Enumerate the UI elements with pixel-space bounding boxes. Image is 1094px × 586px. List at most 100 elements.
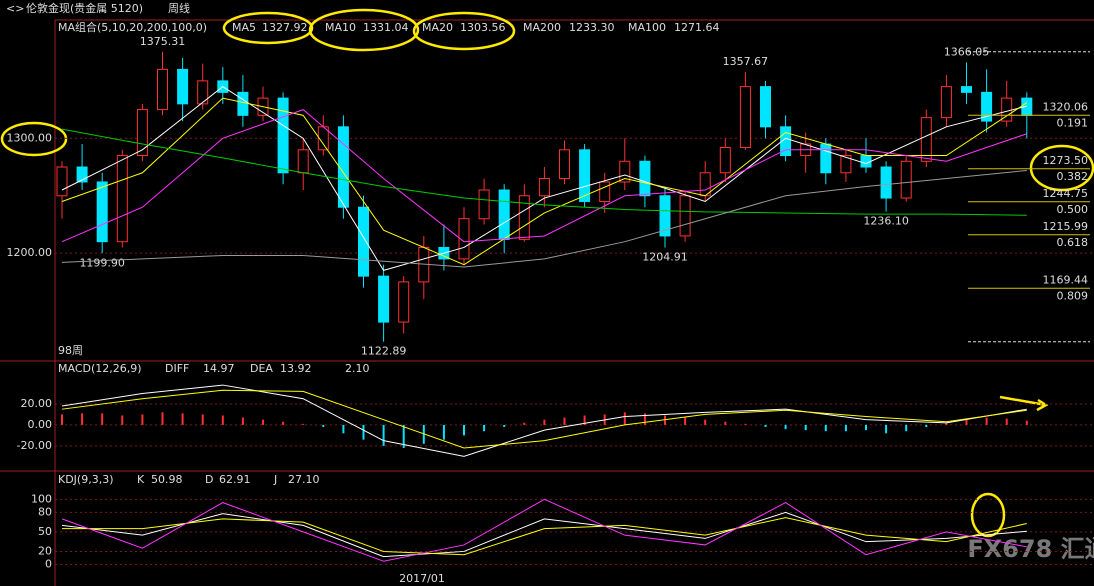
indicator-line (61, 498, 1027, 562)
candle-body (619, 160, 631, 183)
legend-name: MA5 (232, 21, 256, 34)
extreme-label: 1236.10 (863, 215, 909, 228)
legend-name: DIFF (165, 362, 189, 375)
candle-body (96, 181, 108, 243)
indicator-title: MA组合(5,10,20,200,100,0) (58, 20, 207, 34)
candle-body (337, 126, 349, 208)
fib-value: 1169.44 (1043, 273, 1089, 286)
fib-value: 1320.06 (1043, 100, 1089, 113)
y-tick-label: 50 (38, 525, 52, 538)
candle-body (157, 68, 168, 111)
back-icon[interactable]: <> (6, 2, 24, 15)
candle-body (719, 147, 731, 174)
fib-ratio: 0.809 (1057, 289, 1089, 302)
highlight-ellipse (412, 11, 516, 51)
extreme-label: 1122.89 (361, 345, 407, 358)
highlight-ellipse (308, 8, 420, 52)
candle-body (780, 126, 792, 157)
indicator-title: KDJ(9,3,3) (58, 473, 114, 486)
indicator-line (61, 389, 1027, 449)
candle-body (880, 166, 892, 199)
legend-name: MA200 (523, 21, 561, 34)
legend-value: 1331.04 (363, 21, 409, 34)
highlight-ellipse (970, 492, 1006, 538)
legend-value: 1233.30 (569, 21, 615, 34)
bar-count: 98周 (58, 344, 83, 357)
candle-body (478, 189, 490, 220)
candle-body (297, 149, 309, 174)
candle-body (599, 181, 611, 202)
indicator-line (61, 86, 1027, 271)
highlight-ellipse (1029, 144, 1094, 192)
candle-body (760, 86, 771, 128)
candle-body (920, 117, 932, 162)
candle-body (498, 189, 510, 240)
extreme-label: 1204.91 (642, 251, 688, 264)
y-tick-label: 1200.00 (7, 246, 53, 259)
candle-body (981, 91, 993, 122)
candle-body (860, 155, 872, 168)
fib-value: 1215.99 (1043, 220, 1089, 233)
extreme-label: 1357.67 (723, 55, 769, 68)
legend-value: 50.98 (151, 473, 183, 486)
fib-ratio: 0.382 (1057, 170, 1089, 183)
indicator-line (61, 97, 1028, 266)
legend-name: MA20 (422, 21, 453, 34)
indicator-line (61, 109, 1027, 243)
candle-body (116, 155, 128, 243)
indicator-line (62, 517, 1027, 556)
legend-name: K (137, 473, 145, 486)
legend-name: D (205, 473, 213, 486)
candle-body (197, 80, 209, 105)
indicator-line (61, 169, 1027, 268)
fib-ratio: 0.618 (1057, 236, 1089, 249)
legend-value: 27.10 (288, 473, 320, 486)
candle-body (458, 218, 470, 260)
instrument-title: 伦敦金现(贵金属 5120) (26, 1, 143, 15)
candle-body (679, 195, 691, 237)
candle-body (378, 275, 390, 323)
candle-body (518, 195, 530, 240)
candle-body (940, 86, 952, 119)
legend-name: DEA (250, 362, 273, 375)
highlight-ellipse (222, 11, 314, 45)
trend-arrow (999, 395, 1049, 412)
y-tick-label: 20 (38, 544, 52, 557)
histogram-value: 2.10 (345, 362, 370, 375)
candle-body (961, 86, 972, 93)
extreme-label: 1199.90 (79, 256, 125, 269)
candle-body (699, 172, 711, 197)
indicator-title: MACD(12,26,9) (58, 362, 142, 375)
candle-body (579, 149, 591, 202)
annotations (0, 8, 1094, 538)
legend-value: 13.92 (280, 362, 312, 375)
legend-value: 1303.56 (460, 21, 506, 34)
indicator-line (61, 384, 1027, 457)
candle-body (358, 206, 369, 277)
candle-body (177, 68, 189, 105)
highlight-ellipse (0, 121, 68, 157)
candle-body (277, 97, 289, 174)
fib-value: 1273.50 (1043, 154, 1089, 167)
y-tick-label: 20.00 (21, 397, 53, 410)
y-tick-label: 100 (31, 492, 52, 505)
y-tick-label: 1300.00 (7, 131, 53, 144)
legend-value: 14.97 (203, 362, 235, 375)
candle-body (538, 178, 550, 197)
legend-name: J (273, 473, 277, 486)
period-label[interactable]: 周线 (168, 1, 190, 15)
date-label: 2017/01 (399, 572, 445, 585)
legend-value: 62.91 (219, 473, 251, 486)
candle-body (398, 281, 410, 323)
candle-body (840, 155, 852, 174)
indicator-line (61, 128, 1027, 216)
candle-body (76, 166, 88, 183)
candle-body (820, 143, 832, 174)
y-tick-label: 0 (45, 557, 52, 570)
y-tick-label: 0.00 (28, 418, 53, 431)
candle-body (659, 195, 671, 237)
legend-value: 1271.64 (674, 21, 720, 34)
legend-name: MA100 (628, 21, 666, 34)
